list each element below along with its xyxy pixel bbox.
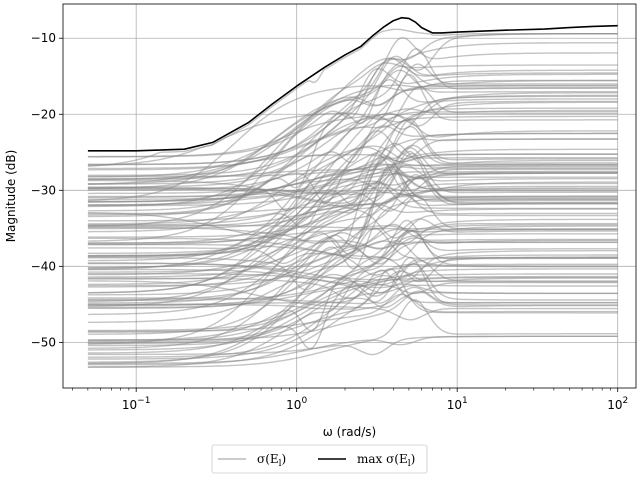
y-tick-label: −30 xyxy=(31,183,56,197)
sigma-curve xyxy=(87,182,618,294)
sigma-curve xyxy=(87,95,618,188)
sigma-curve xyxy=(87,181,618,309)
sigma-curve xyxy=(87,187,618,198)
sigma-curve xyxy=(87,33,618,158)
sigma-curve xyxy=(87,187,618,238)
sigma-curve xyxy=(87,87,618,227)
sigma-curve xyxy=(87,166,618,203)
sigma-curve xyxy=(87,172,618,307)
sigma-curve xyxy=(87,67,618,176)
sigma-curve xyxy=(87,94,618,191)
x-tick-label: 101 xyxy=(447,396,468,412)
series-layer xyxy=(87,28,618,368)
sigma-curve xyxy=(87,223,618,296)
y-axis-label: Magnitude (dB) xyxy=(4,150,18,243)
sigma-curve xyxy=(87,42,618,170)
sigma-curve xyxy=(87,69,618,190)
sigma-curve xyxy=(87,225,618,333)
legend-label-max: max σ(El) xyxy=(357,452,415,469)
sigma-curve xyxy=(87,73,618,171)
sigma-curve xyxy=(87,335,618,365)
sigma-curve xyxy=(87,237,618,345)
sigma-curve xyxy=(87,298,618,368)
plot-frame xyxy=(62,3,637,389)
sigma-curve xyxy=(87,138,618,269)
sigma-curve xyxy=(87,119,618,229)
sigma-curve xyxy=(87,155,618,228)
max-sigma-line xyxy=(87,16,618,152)
sigma-curve xyxy=(87,273,618,294)
sigma-curve xyxy=(87,237,618,267)
y-tick-label: −10 xyxy=(31,31,56,45)
x-tick-label: 10−1 xyxy=(122,396,151,412)
sigma-curve xyxy=(87,170,618,200)
x-tick-label: 100 xyxy=(286,396,307,412)
sigma-curve xyxy=(87,92,618,254)
legend: σ(El) max σ(El) xyxy=(211,444,428,474)
sigma-curve xyxy=(87,290,618,341)
sigma-curve xyxy=(87,262,618,301)
sigma-curve xyxy=(87,179,618,210)
y-tick-label: −40 xyxy=(31,259,56,273)
y-tick-label: −20 xyxy=(31,107,56,121)
y-tick-label: −50 xyxy=(31,335,56,349)
legend-label-sigma: σ(El) xyxy=(257,452,286,469)
sigma-curve xyxy=(87,270,618,366)
sigma-curve xyxy=(87,257,618,297)
max-series-layer xyxy=(87,16,618,152)
sigma-curve xyxy=(87,222,618,276)
sigma-curve xyxy=(87,269,618,306)
sigma-curve xyxy=(87,275,618,351)
sigma-curve xyxy=(87,158,618,244)
sigma-curve xyxy=(87,243,618,276)
ticks-layer: 10−1 100 101 102 −50 −40 −30 −20 −10 xyxy=(31,31,629,412)
sigma-curve xyxy=(87,79,618,181)
sigma-curve xyxy=(87,218,618,307)
sigma-curve xyxy=(87,192,618,303)
x-tick-label: 102 xyxy=(607,396,628,412)
sigma-curve xyxy=(87,115,618,166)
sigma-curve xyxy=(87,65,618,242)
sigma-curve xyxy=(87,83,618,202)
sigma-curve xyxy=(87,152,618,345)
sigma-curve xyxy=(87,86,618,257)
sigma-curve xyxy=(87,119,618,278)
x-axis-label: ω (rad/s) xyxy=(323,425,376,439)
sigma-curve xyxy=(87,250,618,358)
sigma-curve xyxy=(87,176,618,206)
sigma-curve xyxy=(87,55,618,181)
sigma-curve xyxy=(87,230,618,332)
sigma-curve xyxy=(87,228,618,354)
sigma-curve xyxy=(87,108,618,178)
